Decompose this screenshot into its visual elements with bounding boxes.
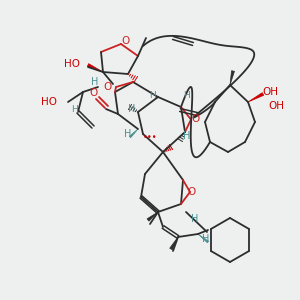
Text: O: O bbox=[188, 187, 196, 197]
Text: HO: HO bbox=[64, 59, 80, 69]
Polygon shape bbox=[230, 71, 235, 85]
Text: H: H bbox=[72, 106, 78, 115]
Text: OH: OH bbox=[262, 87, 278, 97]
Text: H: H bbox=[148, 91, 155, 100]
Text: H: H bbox=[184, 91, 190, 100]
Text: H: H bbox=[191, 214, 199, 224]
Text: H: H bbox=[91, 77, 99, 87]
Text: HO: HO bbox=[41, 97, 57, 107]
Text: •••: ••• bbox=[143, 133, 157, 142]
Polygon shape bbox=[147, 212, 158, 221]
Text: OH: OH bbox=[268, 101, 284, 111]
Text: H: H bbox=[128, 104, 136, 114]
Text: O: O bbox=[104, 82, 112, 92]
Text: O: O bbox=[122, 36, 130, 46]
Text: O: O bbox=[192, 115, 200, 124]
Text: H: H bbox=[124, 129, 132, 139]
Polygon shape bbox=[198, 234, 208, 243]
Text: O: O bbox=[90, 88, 98, 98]
Polygon shape bbox=[170, 237, 178, 250]
Text: H: H bbox=[183, 131, 191, 141]
Polygon shape bbox=[248, 93, 264, 102]
Text: H: H bbox=[202, 234, 210, 244]
Polygon shape bbox=[87, 64, 103, 72]
Polygon shape bbox=[129, 129, 138, 138]
